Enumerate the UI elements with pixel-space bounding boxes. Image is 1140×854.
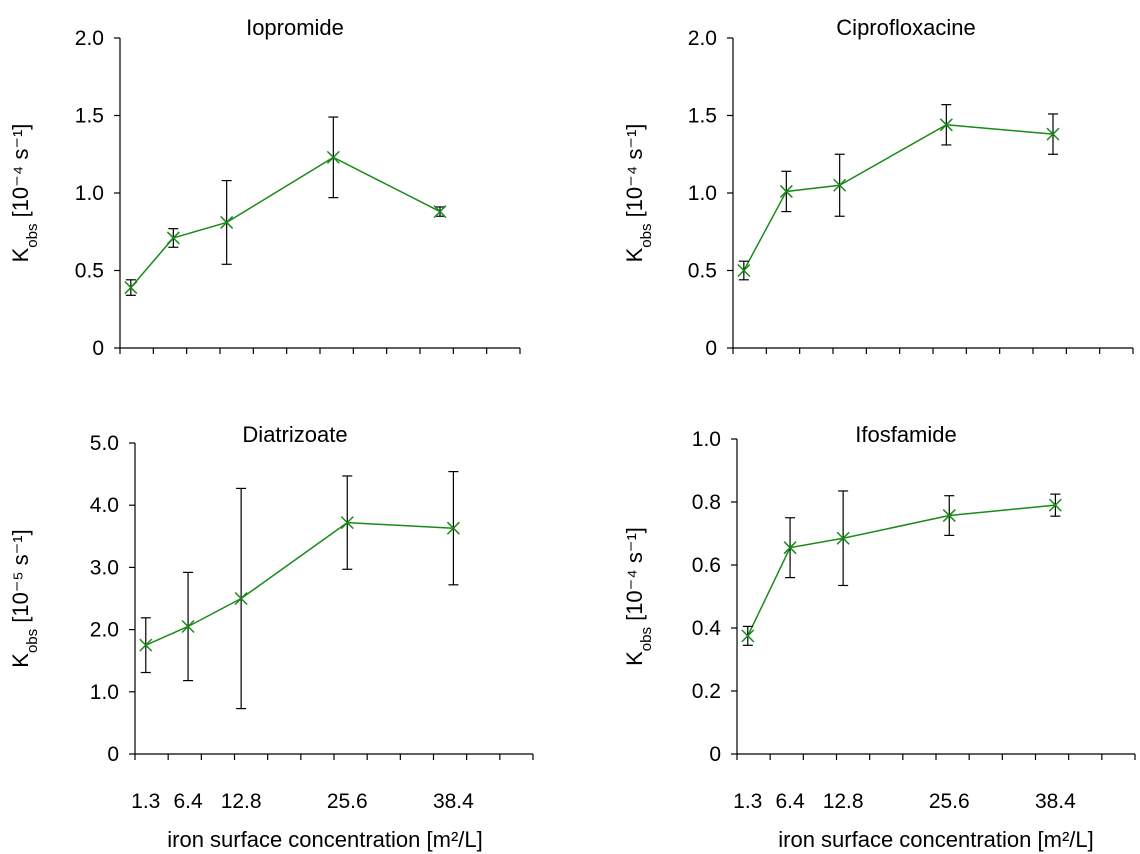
data-point-marker [124,281,138,295]
data-point-marker [783,541,797,555]
y-tick-label: 0.4 [692,617,722,640]
y-axis-label: Kobs [10⁻⁴ s⁻¹] [622,124,655,263]
chart-title: Diatrizoate [242,422,347,447]
data-point-marker [326,150,340,164]
y-tick-label: 1.0 [90,681,119,704]
y-axis-label: Kobs [10⁻⁴ s⁻¹] [8,124,41,263]
y-tick-label: 0.5 [75,260,104,283]
x-tick-label: 12.8 [823,790,864,813]
series-line [747,504,1056,637]
y-axis-label: Kobs [10⁻⁵ s⁻¹] [8,529,41,667]
y-tick-label: 1.5 [75,105,104,128]
data-point-marker [741,629,755,643]
data-point-marker [166,231,180,245]
y-tick-label: 0.8 [692,491,721,514]
chart-panel-3: 0 1.0 2.0 3.0 4.0 5.0 1.3 6.4 12.8 25.6 38.4 Diatri… [8,422,534,813]
y-tick-label: 1.0 [688,182,717,205]
y-tick-label: 2.0 [75,27,104,50]
data-point-marker [139,638,153,652]
x-tick-label: 6.4 [173,790,203,813]
x-tick-label: 1.3 [131,790,160,813]
data-point-marker [779,184,793,198]
y-tick-label: 3.0 [90,556,119,579]
y-tick-label: 2.0 [688,27,717,50]
x-axis-label: iron surface concentration [m²/L] [778,827,1093,852]
chart-panel-4: 0 0.2 0.4 0.6 0.8 1.0 1.3 6.4 12.8 25.6 38.4 Ifosfa… [622,422,1136,813]
series-line [743,124,1054,271]
y-axis-label: Kobs [10⁻⁴ s⁻¹] [622,527,655,666]
y-tick-label: 0.5 [688,260,717,283]
chart-title: Ifosfamide [855,422,957,447]
y-tick-label: 0 [107,743,119,766]
x-tick-label: 25.6 [929,790,970,813]
data-point-marker [942,509,956,523]
chart-panel-1: 0 0.5 1.0 1.5 2.0 Iopromide Kobs [10⁻⁴ s⁻¹] [8,15,521,360]
chart-title: Iopromide [246,15,344,40]
x-axis-label: iron surface concentration [m²/L] [167,827,482,852]
data-point-marker [234,591,248,606]
data-point-marker [833,178,847,192]
chart-panel-2: 0 0.5 1.0 1.5 2.0 Ciprofloxacine Kobs [10⁻⁴ s⁻… [622,15,1134,360]
y-tick-label: 1.0 [692,428,721,451]
y-tick-label: 0 [92,337,104,360]
chart-title: Ciprofloxacine [836,15,975,40]
y-tick-label: 1.5 [688,105,717,128]
y-tick-label: 2.0 [90,619,119,642]
data-point-marker [939,118,953,132]
data-point-marker [836,531,850,545]
data-point-marker [1048,498,1062,512]
x-tick-label: 1.3 [733,790,762,813]
y-tick-label: 4.0 [90,494,119,517]
series-line [145,521,454,646]
data-point-marker [446,521,460,535]
data-point-marker [433,205,447,219]
data-point-marker [340,516,354,530]
y-tick-label: 0 [705,337,717,360]
data-point-marker [181,619,195,634]
x-tick-label: 38.4 [433,790,474,813]
y-tick-label: 0 [709,743,721,766]
x-tick-label: 25.6 [327,790,368,813]
y-tick-label: 0.2 [692,680,721,703]
data-point-marker [737,263,751,278]
data-point-marker [1046,127,1060,141]
x-tick-label: 6.4 [775,790,805,813]
data-point-marker [220,215,234,229]
y-tick-label: 0.6 [692,554,721,577]
x-tick-label: 38.4 [1035,790,1076,813]
series-line [130,156,441,289]
y-tick-label: 5.0 [90,432,119,455]
y-tick-label: 1.0 [75,182,104,205]
x-tick-label: 12.8 [221,790,262,813]
